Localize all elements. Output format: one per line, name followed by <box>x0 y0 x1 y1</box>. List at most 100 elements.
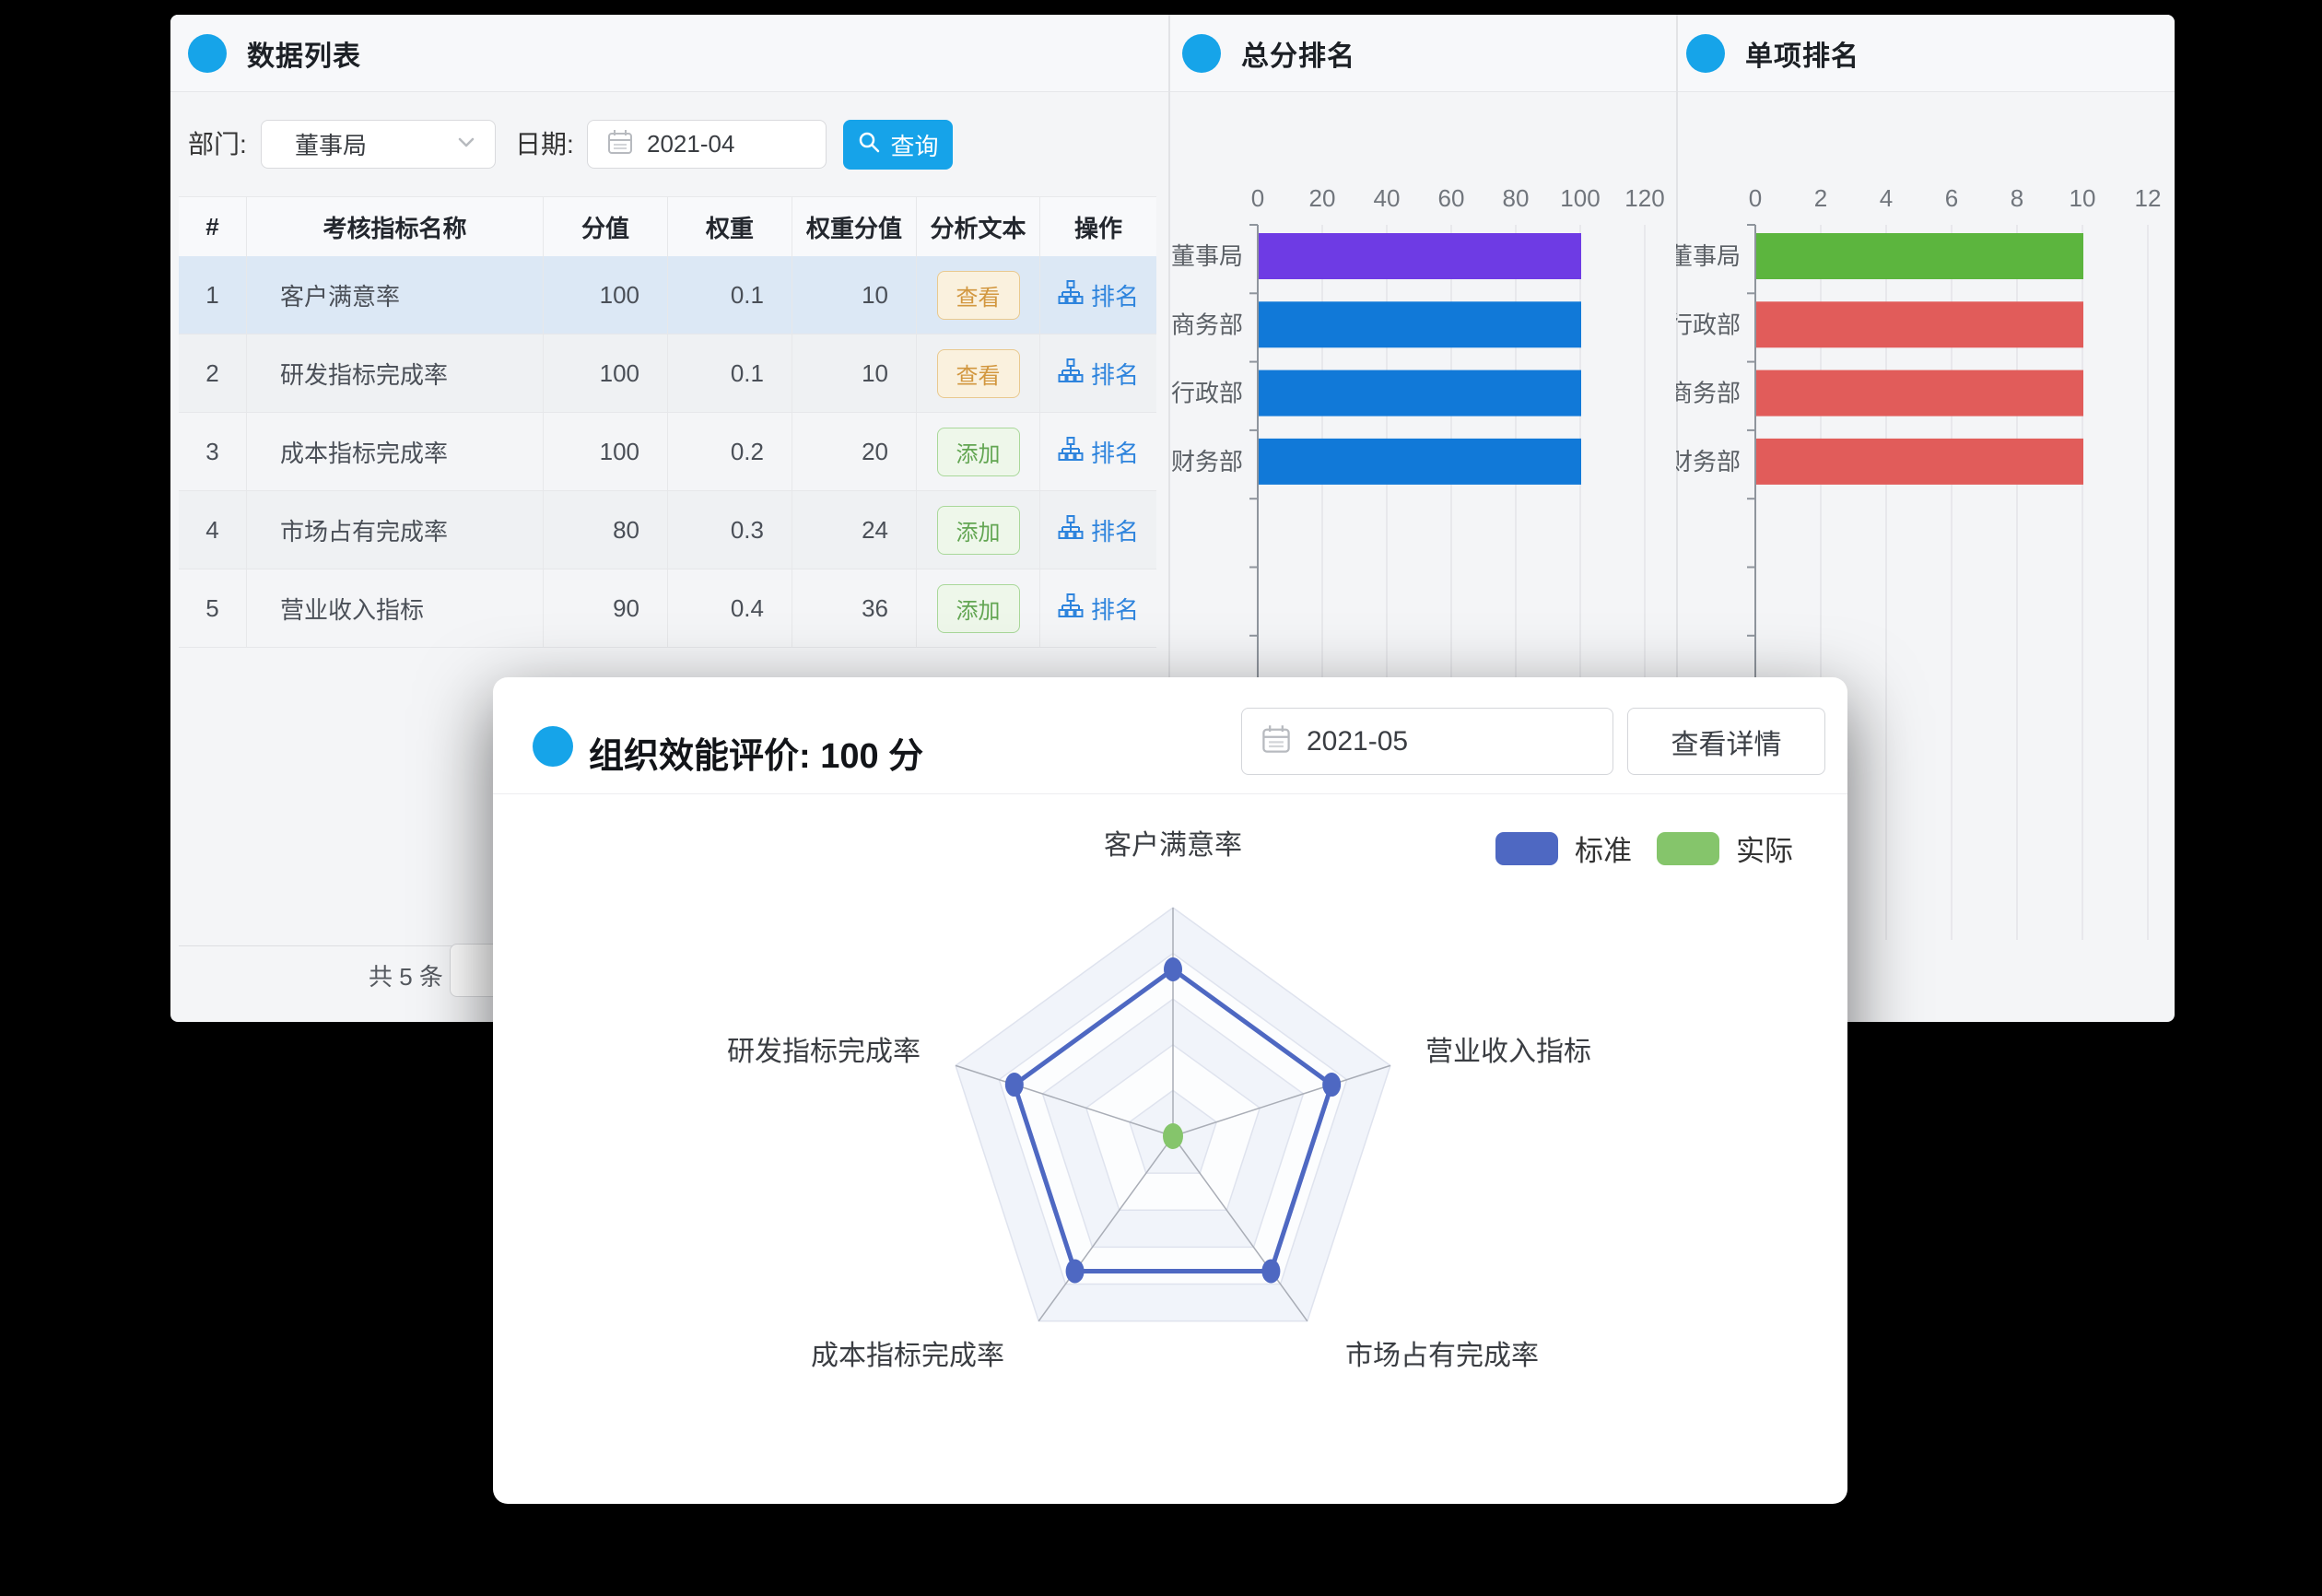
search-button-label: 查询 <box>890 132 939 160</box>
rank-link[interactable]: 排名 <box>1058 435 1139 469</box>
panel-badge-icon <box>533 726 573 767</box>
legend-item-standard[interactable]: 标准 <box>1495 827 1632 869</box>
radar-indicator-label: 成本指标完成率 <box>811 1341 1004 1371</box>
modal-date-picker[interactable]: 2021-05 <box>1241 708 1613 775</box>
col-header: 操作 <box>1073 214 1122 242</box>
table-header-row: # 考核指标名称 分值 权重 权重分值 分析文本 操作 <box>179 196 1156 256</box>
rank-link[interactable]: 排名 <box>1058 278 1139 312</box>
table-row: 3 成本指标完成率 100 0.2 20 添加 排名 <box>179 413 1156 491</box>
svg-text:60: 60 <box>1438 184 1465 212</box>
panel-title-text: 总分排名 <box>1241 41 1355 72</box>
radar-axis-line <box>1172 1135 1308 1322</box>
weighted-score-value: 20 <box>792 413 917 490</box>
sitemap-icon <box>1058 436 1084 468</box>
category-label: 行政部 <box>1676 311 1741 338</box>
radar-axis-line <box>955 1064 1174 1137</box>
radar-axis-line <box>1038 1135 1174 1322</box>
panel-title-text: 数据列表 <box>247 41 361 72</box>
rank-link-label: 排名 <box>1090 517 1139 546</box>
row-index: 3 <box>179 413 247 490</box>
table-row: 1 客户满意率 100 0.1 10 查看 排名 <box>179 256 1156 334</box>
search-button[interactable]: 查询 <box>843 120 953 170</box>
dept-select-value: 董事局 <box>295 132 368 159</box>
rank-link-label: 排名 <box>1090 360 1139 389</box>
indicator-name: 研发指标完成率 <box>247 334 544 412</box>
modal-date-value: 2021-05 <box>1307 725 1409 757</box>
radar-point <box>1164 956 1182 981</box>
svg-text:120: 120 <box>1624 184 1664 212</box>
indicator-name: 成本指标完成率 <box>247 413 544 490</box>
calendar-icon <box>1261 723 1292 759</box>
weighted-score-value: 24 <box>792 491 917 569</box>
add-analysis-button[interactable]: 添加 <box>936 505 1020 555</box>
legend-item-actual[interactable]: 实际 <box>1657 827 1793 869</box>
col-header: 分值 <box>544 197 668 256</box>
row-index: 5 <box>179 569 247 647</box>
svg-text:40: 40 <box>1374 184 1401 212</box>
evaluation-modal: 客户满意率 营业收入指标 市场占有完成率 成本指标完成率 研发指标完成率 组织效能评价:… <box>493 677 1847 1504</box>
date-picker[interactable]: 2021-04 <box>587 120 827 169</box>
bar-商务部 <box>1756 370 2083 417</box>
radar-point <box>1322 1073 1342 1097</box>
bar-行政部 <box>1259 370 1581 417</box>
category-label: 董事局 <box>1171 242 1243 270</box>
view-analysis-button[interactable]: 查看 <box>936 348 1020 398</box>
rank-link[interactable]: 排名 <box>1058 513 1139 547</box>
category-label: 财务部 <box>1676 448 1741 475</box>
radar-point <box>1004 1073 1024 1097</box>
row-index: 2 <box>179 334 247 412</box>
dept-filter-label: 部门: <box>188 130 247 158</box>
weighted-score-value: 36 <box>792 569 917 647</box>
legend-swatch-actual <box>1657 831 1719 865</box>
indicator-table: # 考核指标名称 分值 权重 权重分值 分析文本 操作 1 客户满意率 100 … <box>179 196 1156 648</box>
row-index: 4 <box>179 491 247 569</box>
bar-财务部 <box>1259 438 1581 485</box>
panel-badge-icon <box>1182 34 1221 73</box>
search-icon <box>857 130 881 160</box>
col-header: # <box>179 197 247 256</box>
dept-select[interactable]: 董事局 <box>261 120 496 169</box>
svg-text:0: 0 <box>1749 184 1762 212</box>
rank-link[interactable]: 排名 <box>1058 357 1139 391</box>
add-analysis-button[interactable]: 添加 <box>936 583 1020 633</box>
indicator-name: 客户满意率 <box>247 256 544 334</box>
weighted-score-value: 10 <box>792 334 917 412</box>
radar-point <box>1163 1123 1183 1149</box>
score-value: 100 <box>544 413 668 490</box>
panel-divider <box>1676 15 1678 1022</box>
col-header: 分析文本 <box>917 197 1040 256</box>
date-filter-label: 日期: <box>515 130 574 158</box>
panel-title-item-ranking: 单项排名 <box>1686 15 1859 92</box>
chevron-down-icon <box>454 130 478 158</box>
bar-行政部 <box>1756 301 2083 348</box>
view-details-button[interactable]: 查看详情 <box>1627 708 1825 775</box>
svg-text:0: 0 <box>1251 184 1264 212</box>
svg-text:4: 4 <box>1880 184 1893 212</box>
radar-point <box>1065 1259 1085 1284</box>
rank-link-label: 排名 <box>1090 282 1139 311</box>
radar-axis-line <box>1172 1064 1391 1137</box>
rank-link-label: 排名 <box>1090 595 1139 624</box>
rank-link[interactable]: 排名 <box>1058 592 1139 626</box>
panel-divider <box>1168 15 1170 1022</box>
add-analysis-button[interactable]: 添加 <box>936 427 1020 476</box>
category-label: 商务部 <box>1171 311 1243 338</box>
sitemap-icon <box>1058 593 1084 625</box>
weight-value: 0.2 <box>668 413 792 490</box>
modal-header <box>493 677 1847 794</box>
view-analysis-button[interactable]: 查看 <box>936 270 1020 320</box>
panel-title-text: 单项排名 <box>1745 41 1859 72</box>
svg-text:12: 12 <box>2135 184 2162 212</box>
score-value: 80 <box>544 491 668 569</box>
radar-indicator-label: 市场占有完成率 <box>1345 1341 1539 1371</box>
radar-indicator-label: 营业收入指标 <box>1425 1037 1591 1067</box>
sitemap-icon <box>1058 514 1084 546</box>
svg-text:10: 10 <box>2070 184 2096 212</box>
radar-indicator-label: 研发指标完成率 <box>727 1037 921 1067</box>
modal-title: 组织效能评价: 100 分 <box>589 737 924 776</box>
col-header: 权重分值 <box>792 197 917 256</box>
panel-badge-icon <box>188 34 227 73</box>
svg-text:6: 6 <box>1945 184 1958 212</box>
svg-text:2: 2 <box>1814 184 1827 212</box>
